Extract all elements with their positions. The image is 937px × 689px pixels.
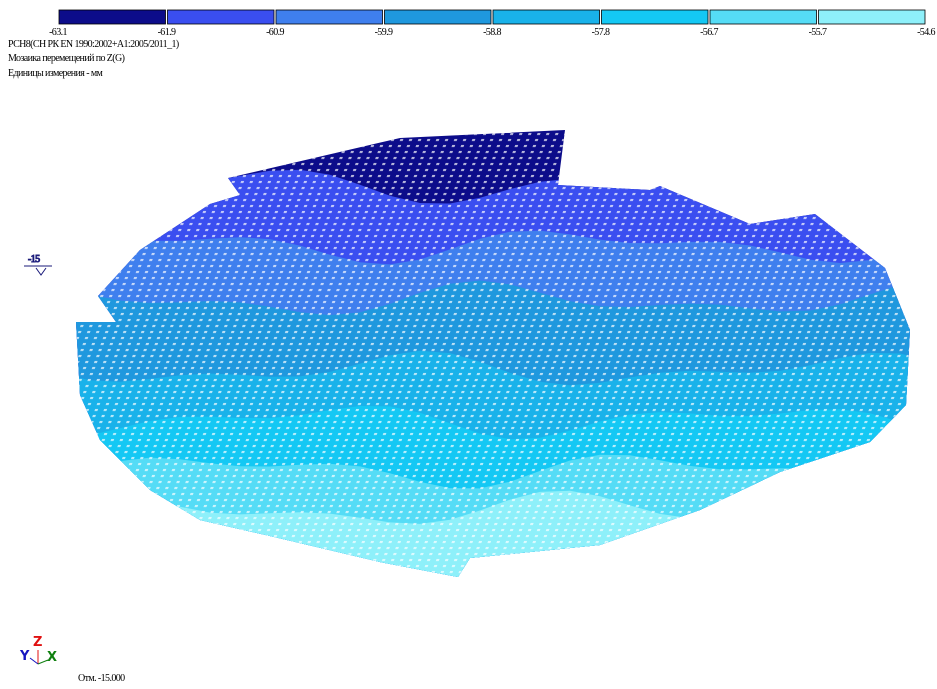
- legend-tick-label: -54.6: [917, 27, 935, 38]
- level-label: -15: [28, 254, 40, 265]
- legend-tick-label: -61.9: [158, 27, 176, 38]
- axis-gizmo: Y Z X Отм. -15.000: [19, 635, 125, 684]
- legend-swatch: [602, 10, 709, 24]
- legend-tick-label: -58.8: [483, 27, 501, 38]
- legend-tick-label: -57.8: [592, 27, 610, 38]
- axis-y: Y: [19, 649, 30, 664]
- legend-tick-label: -63.1: [49, 27, 67, 38]
- legend-swatch: [59, 10, 166, 24]
- legend-swatch: [493, 10, 600, 24]
- header-line: Единицы измерения - мм: [8, 68, 104, 79]
- axis-z: Z: [33, 635, 42, 650]
- header-line: РСН8(СН РК EN 1990:2002+A1:2005/2011_1): [8, 39, 179, 50]
- legend-swatch: [276, 10, 383, 24]
- legend-swatch: [710, 10, 817, 24]
- legend-swatch: [819, 10, 926, 24]
- axis-x: X: [47, 650, 57, 665]
- viewport: -63.1 -61.9 -60.9 -59.9 -58.8 -57.8 -56.7 -55.7…: [0, 0, 937, 684]
- legend: -63.1 -61.9 -60.9 -59.9 -58.8 -57.8 -56.7 -55.7…: [49, 10, 935, 38]
- level-marker: -15: [24, 254, 52, 275]
- header-line: Мозаика перемещений по Z(G): [8, 53, 125, 64]
- legend-swatch: [168, 10, 275, 24]
- footer: Отм. -15.000: [78, 673, 125, 684]
- legend-tick-label: -59.9: [375, 27, 393, 38]
- legend-tick-label: -55.7: [809, 27, 827, 38]
- legend-tick-label: -56.7: [700, 27, 718, 38]
- mesh-overlay: [0, 0, 937, 684]
- legend-swatch: [385, 10, 492, 24]
- legend-tick-label: -60.9: [266, 27, 284, 38]
- header: РСН8(СН РК EN 1990:2002+A1:2005/2011_1) …: [8, 39, 179, 79]
